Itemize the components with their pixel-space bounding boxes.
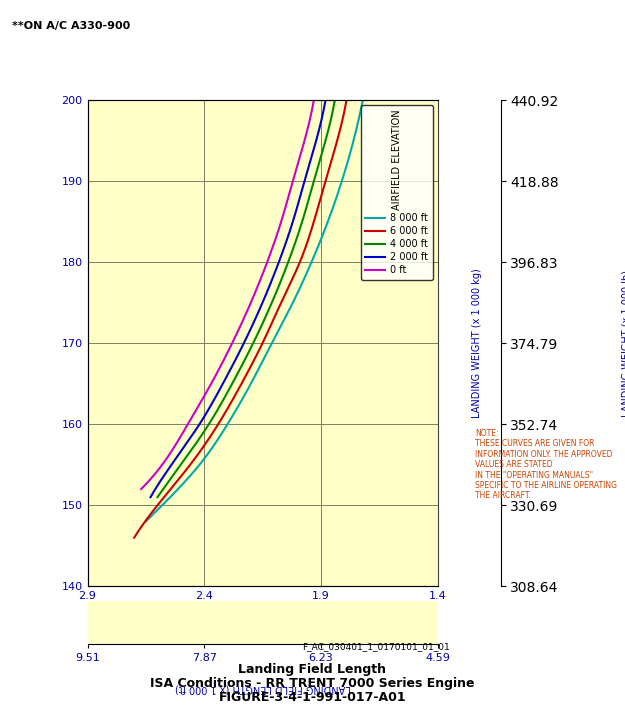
Text: FIGURE-3-4-1-991-017-A01: FIGURE-3-4-1-991-017-A01 <box>219 691 406 704</box>
Text: F_AC_030401_1_0170101_01_01: F_AC_030401_1_0170101_01_01 <box>302 641 450 651</box>
Text: **ON A/C A330-900: **ON A/C A330-900 <box>12 21 131 31</box>
Y-axis label: LANDING WEIGHT (x 1 000 lb): LANDING WEIGHT (x 1 000 lb) <box>621 270 625 417</box>
X-axis label: LANDING FIELD LENGTH (x 1 000 ft): LANDING FIELD LENGTH (x 1 000 ft) <box>174 684 351 694</box>
X-axis label: LANDING FIELD LENGTH (x 1 000 m): LANDING FIELD LENGTH (x 1 000 m) <box>173 629 352 639</box>
Text: Landing Field Length: Landing Field Length <box>239 663 386 676</box>
Text: ISA Conditions - RR TRENT 7000 Series Engine: ISA Conditions - RR TRENT 7000 Series En… <box>150 677 475 690</box>
Legend: 8 000 ft, 6 000 ft, 4 000 ft, 2 000 ft, 0 ft: 8 000 ft, 6 000 ft, 4 000 ft, 2 000 ft, … <box>361 105 432 280</box>
Text: NOTE:
THESE CURVES ARE GIVEN FOR INFORMATION ONLY. THE APPROVED VALUES ARE STATE: NOTE: THESE CURVES ARE GIVEN FOR INFORMA… <box>475 429 617 500</box>
Y-axis label: LANDING WEIGHT (x 1 000 kg): LANDING WEIGHT (x 1 000 kg) <box>472 268 482 418</box>
